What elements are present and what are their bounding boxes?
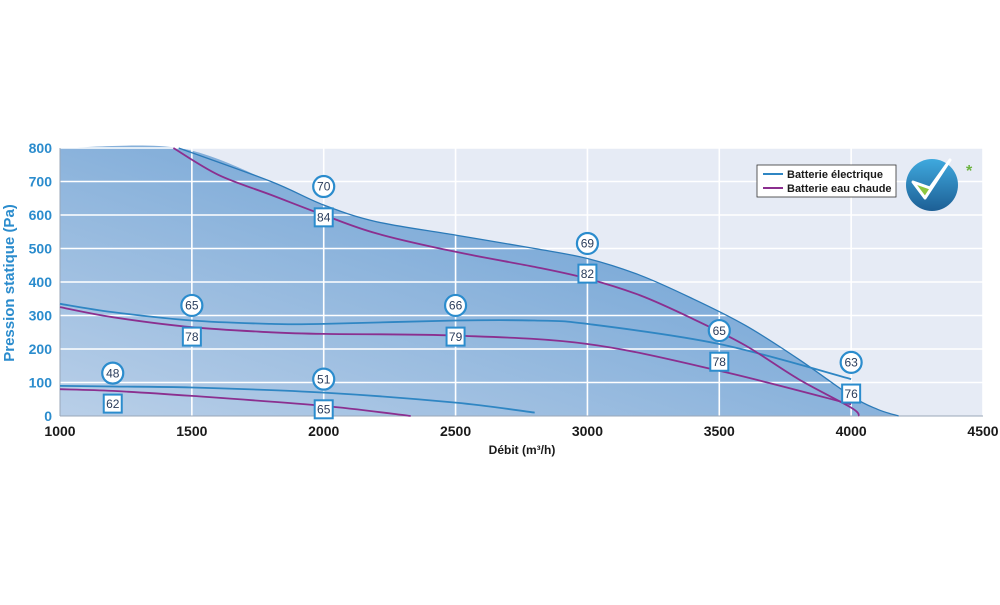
square-marker: 78 [709, 351, 730, 372]
curve-electric [59, 302, 852, 380]
circle-marker-shape [312, 174, 336, 199]
y-tick-label: 800 [29, 140, 53, 156]
square-marker: 65 [313, 399, 334, 420]
circle-marker: 51 [312, 367, 336, 391]
square-marker-label: 79 [449, 330, 463, 344]
y-axis-title: Pression statique (Pa) [1, 204, 18, 362]
square-marker-shape [181, 326, 202, 347]
circle-marker-label: 48 [106, 366, 120, 380]
curve-electric [59, 385, 535, 414]
square-marker-label: 65 [317, 403, 331, 417]
x-tick-label: 2500 [440, 423, 471, 439]
x-tick-label: 4000 [836, 423, 867, 439]
circle-marker: 48 [101, 361, 125, 385]
x-tick-label: 3500 [704, 423, 735, 439]
square-marker: 82 [577, 263, 598, 284]
square-marker: 84 [313, 207, 334, 228]
square-marker-label: 84 [317, 211, 331, 225]
legend-box [756, 164, 897, 198]
y-tick-label: 400 [29, 274, 53, 290]
tick-labels: 1000 1500 2000 2500 3000 3500 4000 4500 0 100 200 3… [29, 140, 999, 439]
y-tick-label: 500 [29, 241, 53, 257]
circle-marker: 65 [180, 293, 204, 318]
legend: Batterie électrique Batterie eau chaude [756, 164, 897, 198]
circle-marker-shape [101, 361, 125, 385]
y-tick-label: 700 [29, 174, 53, 190]
badge-check [911, 158, 952, 200]
square-marker-label: 76 [844, 387, 858, 401]
circle-marker: 70 [312, 174, 336, 199]
y-tick-label: 100 [29, 375, 53, 391]
badge-asterisk: * [966, 163, 973, 180]
circle-marker: 69 [575, 231, 600, 256]
square-marker: 76 [841, 383, 862, 404]
circle-marker-label: 69 [581, 237, 595, 251]
circle-marker-shape [707, 318, 731, 343]
circle-marker-label: 65 [185, 299, 199, 313]
legend-label-electric: Batterie électrique [787, 169, 883, 181]
square-marker-shape [102, 393, 123, 414]
circle-marker-label: 70 [317, 180, 331, 194]
x-tick-label: 3000 [572, 423, 603, 439]
check-badge-icon: * [906, 158, 973, 211]
curve-hot-water [172, 147, 860, 417]
x-tick-label: 2000 [308, 423, 339, 439]
circle-marker: 65 [707, 318, 731, 343]
y-tick-label: 300 [29, 308, 53, 324]
square-marker-shape [313, 207, 334, 228]
square-marker-shape [445, 326, 466, 347]
markers: 70 69 65 66 65 48 51 63 84 82 78 79 78 62 65 76 [101, 174, 863, 420]
square-marker-shape [709, 351, 730, 372]
circle-marker-label: 66 [449, 299, 463, 313]
square-marker-shape [841, 383, 862, 404]
circle-marker-shape [312, 367, 336, 391]
series-curves [59, 147, 860, 417]
x-axis-title: Débit (m³/h) [489, 443, 556, 457]
circle-marker-label: 65 [713, 324, 727, 338]
square-marker-shape [577, 263, 598, 284]
curve-hot-water [59, 306, 852, 406]
y-tick-label: 0 [44, 408, 52, 424]
x-tick-label: 1500 [176, 423, 207, 439]
circle-marker-shape [443, 293, 468, 318]
circle-marker-shape [575, 231, 600, 256]
y-tick-label: 600 [29, 207, 53, 223]
circle-marker-label: 51 [317, 372, 331, 386]
circle-marker: 66 [443, 293, 468, 318]
circle-marker: 63 [839, 350, 863, 374]
circle-marker-shape [839, 350, 863, 374]
square-marker-label: 78 [185, 330, 199, 344]
circle-marker-label: 63 [844, 356, 858, 370]
square-marker-label: 82 [581, 267, 595, 281]
y-tick-label: 200 [29, 341, 53, 357]
square-marker-label: 78 [713, 355, 727, 369]
square-marker-label: 62 [106, 397, 120, 411]
square-marker-shape [313, 399, 334, 420]
legend-label-hot-water: Batterie eau chaude [787, 183, 892, 195]
square-marker: 78 [181, 326, 202, 347]
x-tick-label: 1000 [44, 423, 75, 439]
curve-hot-water [59, 388, 411, 417]
x-tick-label: 4500 [967, 423, 998, 439]
square-marker: 79 [445, 326, 466, 347]
circle-marker-shape [180, 293, 204, 318]
square-marker: 62 [102, 393, 123, 414]
